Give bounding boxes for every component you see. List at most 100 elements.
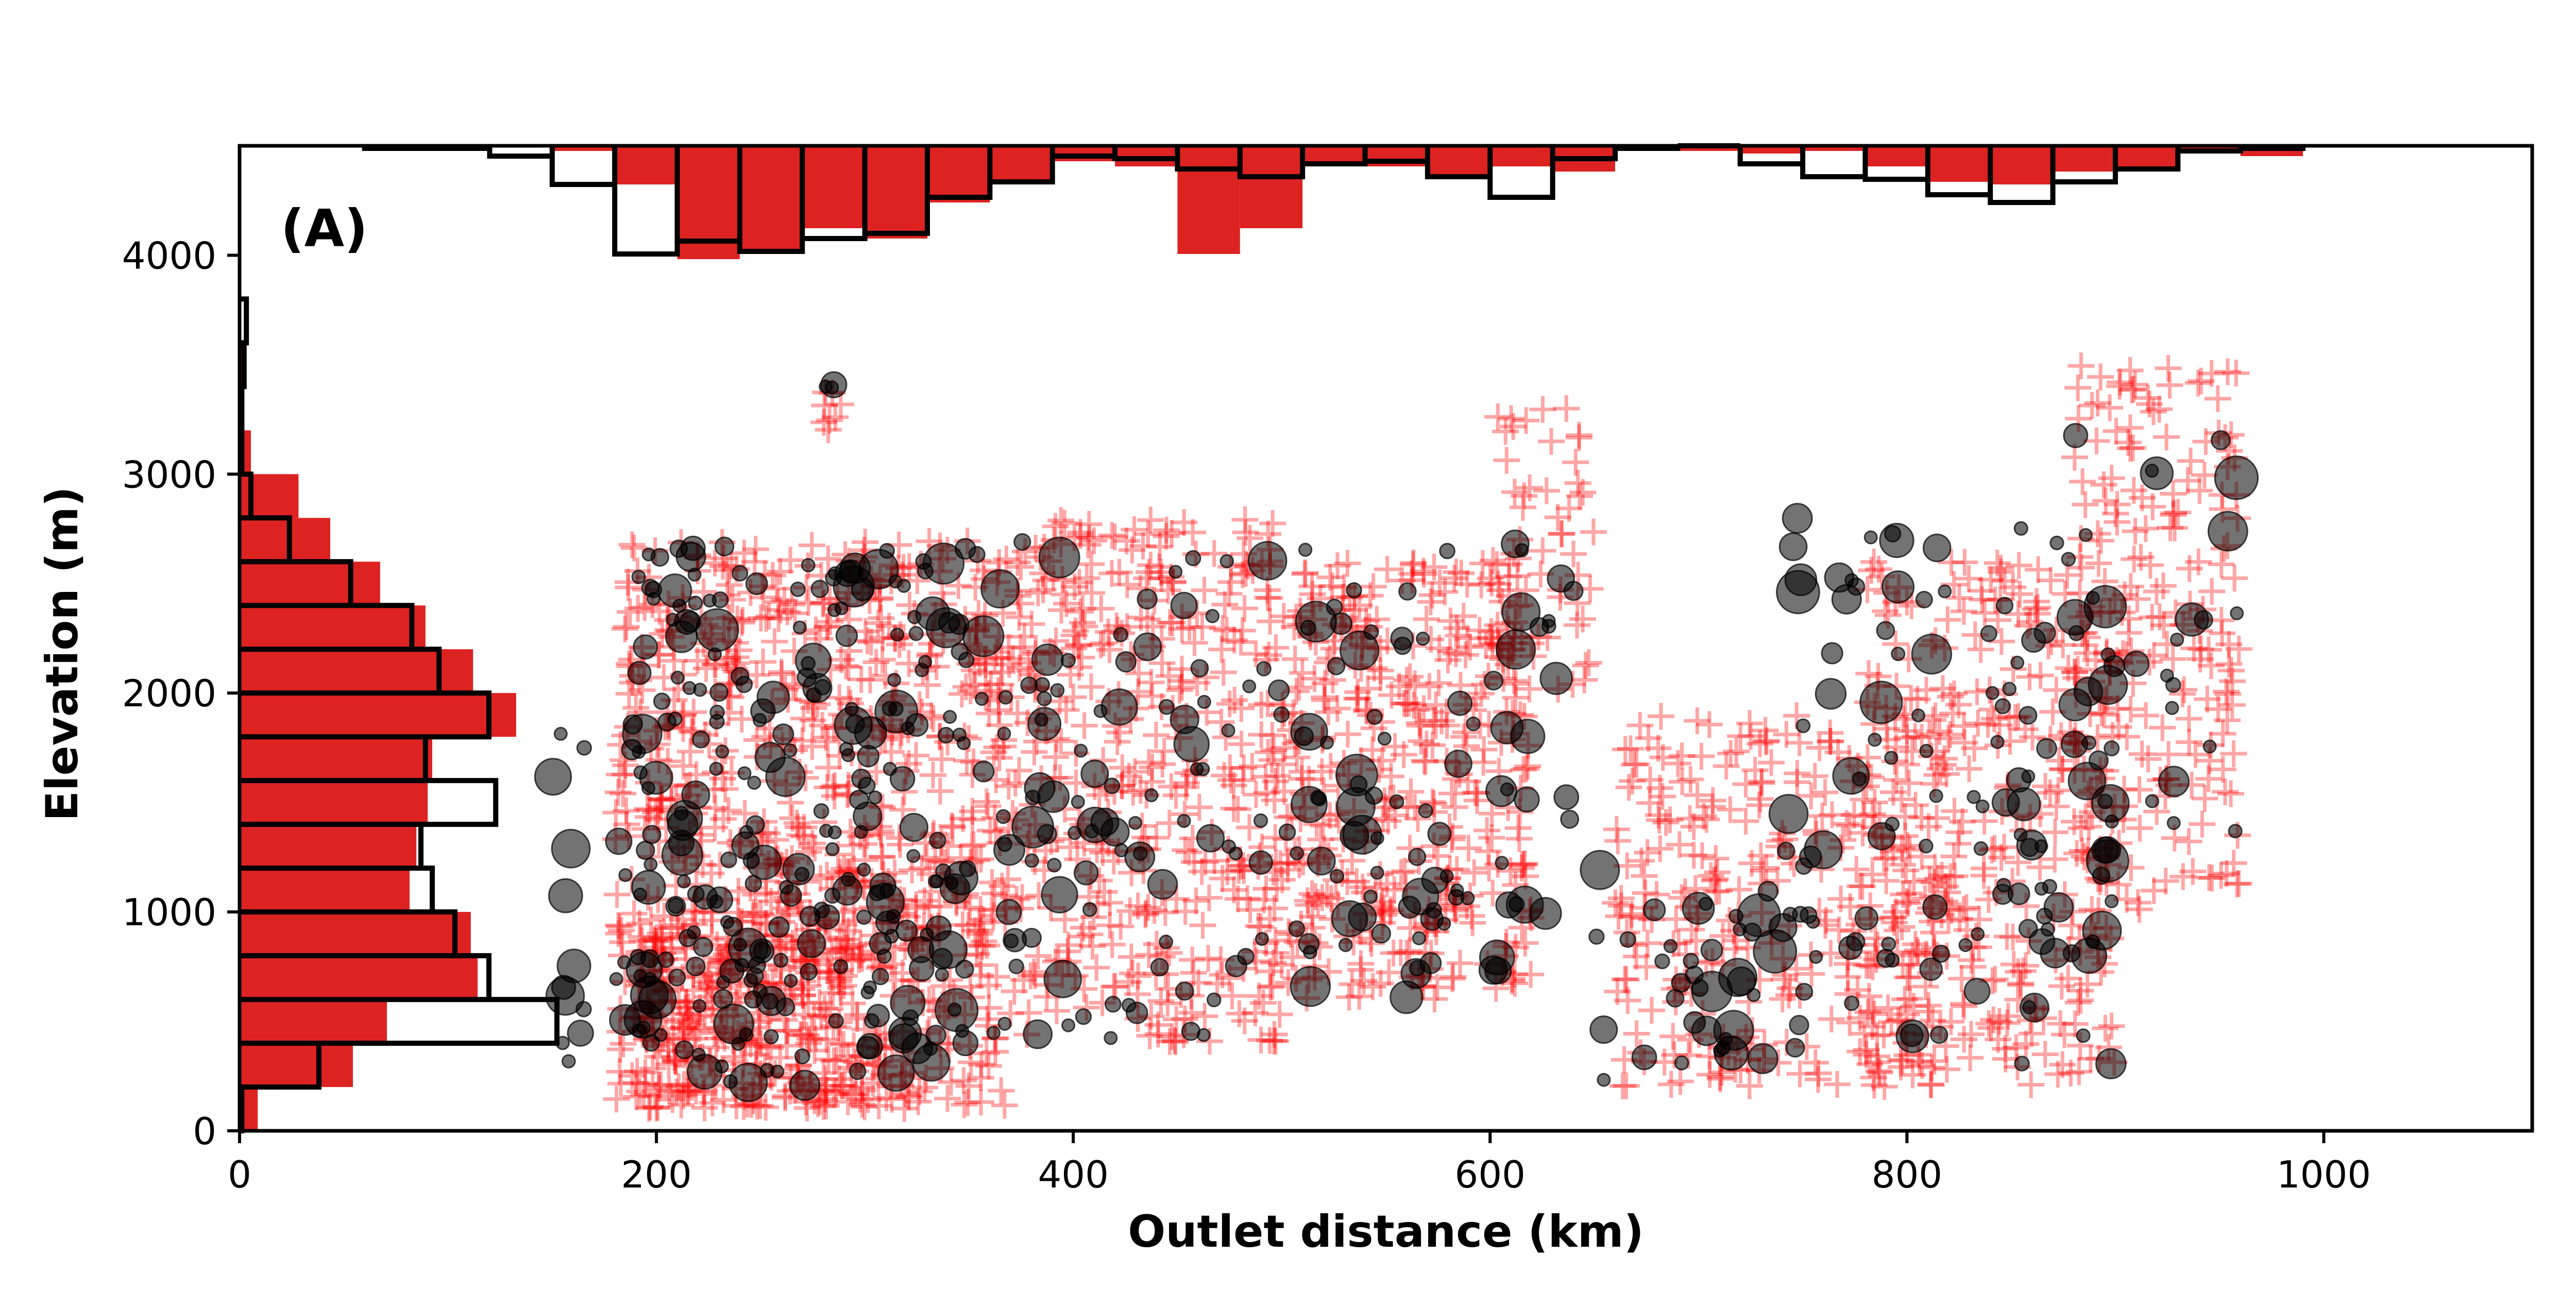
scatter-point-plus (1399, 551, 1427, 578)
scatter-point-plus (1723, 738, 1750, 765)
scatter-point-circle (2010, 655, 2025, 670)
scatter-point-circle (1071, 795, 1085, 809)
scatter-point-plus (1393, 690, 1420, 717)
scatter-point-plus (970, 906, 997, 933)
scatter-point-plus (683, 1017, 710, 1044)
x-tick-label: 400 (1038, 1153, 1108, 1196)
scatter-point-circle (1539, 661, 1573, 695)
scatter-point-plus (1633, 953, 1660, 980)
scatter-point-plus (1824, 739, 1852, 766)
scatter-point-circle (686, 1054, 723, 1090)
scatter-point-plus (1234, 885, 1261, 912)
scatter-point-circle (1196, 824, 1225, 853)
scatter-point-circle (1037, 780, 1070, 813)
scatter-point-plus (667, 1006, 694, 1033)
scatter-point-plus (1859, 1013, 1886, 1040)
scatter-point-plus (1060, 622, 1088, 649)
scatter-point-plus (731, 800, 758, 827)
scatter-point-circle (772, 723, 794, 745)
scatter-point-circle (1885, 953, 1900, 968)
scatter-point-plus (1317, 885, 1345, 912)
scatter-point-plus (1121, 758, 1148, 785)
scatter-point-plus (1168, 615, 1196, 642)
scatter-point-circle (1785, 1038, 1805, 1058)
scatter-point-circle (980, 569, 1020, 609)
scatter-point-plus (1504, 814, 1532, 842)
scatter-point-plus (1500, 413, 1527, 440)
scatter-point-plus (1230, 754, 1258, 782)
scatter-point-circle (1035, 677, 1050, 693)
scatter-point-plus (866, 586, 893, 613)
scatter-point-plus (801, 835, 828, 862)
scatter-point-plus (1623, 943, 1650, 970)
scatter-point-circle (1082, 902, 1097, 917)
scatter-point-plus (1324, 552, 1351, 580)
scatter-point-circle (1859, 681, 1903, 724)
scatter-point-circle (1008, 958, 1024, 975)
scatter-point-plus (1891, 803, 1919, 830)
scatter-point-circle (1747, 1043, 1778, 1075)
scatter-point-circle (575, 1000, 592, 1017)
scatter-point-plus (985, 697, 1012, 724)
scatter-point-plus (626, 1078, 653, 1105)
scatter-point-plus (928, 745, 955, 773)
scatter-point-plus (1859, 861, 1886, 888)
scatter-point-circle (1891, 647, 1906, 661)
scatter-point-plus (977, 671, 1005, 698)
scatter-point-plus (1736, 710, 1764, 737)
scatter-point-circle (1400, 958, 1432, 989)
scatter-point-plus (832, 934, 859, 961)
scatter-point-plus (1308, 758, 1335, 785)
scatter-point-plus (1125, 962, 1152, 990)
scatter-point-plus (1646, 774, 1673, 802)
scatter-point-plus (911, 887, 938, 914)
scatter-point-plus (1888, 786, 1916, 813)
scatter-point-plus (838, 1081, 866, 1108)
y-tick-label: 0 (193, 1110, 216, 1153)
scatter-point-plus (646, 1072, 673, 1099)
scatter-point-plus (1501, 479, 1529, 506)
scatter-point-plus (670, 1082, 697, 1109)
scatter-point-plus (1753, 854, 1780, 881)
scatter-point-plus (1158, 520, 1185, 547)
scatter-point-plus (1696, 711, 1723, 738)
scatter-point-plus (951, 1091, 978, 1118)
scatter-point-plus (1423, 974, 1451, 1001)
scatter-point-plus (1846, 873, 1874, 900)
scatter-point-circle (1219, 554, 1234, 569)
scatter-point-circle (747, 775, 761, 790)
scatter-point-plus (1069, 595, 1096, 622)
scatter-point-plus (963, 941, 990, 968)
scatter-point-circle (2086, 591, 2100, 605)
scatter-point-circle (1541, 614, 1556, 628)
scatter-point-circle (641, 547, 656, 562)
scatter-point-plus (1253, 576, 1281, 604)
scatter-point-plus (1259, 510, 1286, 537)
scatter-point-circle (2105, 894, 2119, 908)
scatter-point-circle (997, 726, 1011, 741)
scatter-point-plus (1632, 879, 1659, 907)
scatter-point-circle (1113, 627, 1128, 642)
scatter-point-plus (1181, 629, 1208, 656)
scatter-point-plus (772, 1084, 799, 1112)
scatter-point-plus (1268, 951, 1295, 978)
scatter-point-plus (1256, 905, 1283, 932)
scatter-point-plus (939, 814, 967, 841)
scatter-point-circle (667, 897, 684, 914)
scatter-point-plus (827, 980, 855, 1007)
scatter-point-plus (1279, 944, 1306, 971)
scatter-point-plus (1153, 517, 1180, 544)
top-hist-bar-red (927, 146, 990, 202)
y-axis-title: Elevation (m) (37, 486, 88, 821)
scatter-point-circle (1115, 651, 1137, 673)
scatter-point-circle (1737, 893, 1781, 938)
scatter-point-plus (1311, 670, 1338, 697)
scatter-point-plus (1511, 482, 1538, 510)
scatter-point-circle (1881, 937, 1896, 952)
scatter-point-plus (809, 712, 836, 739)
scatter-point-plus (1647, 703, 1674, 730)
scatter-point-plus (1397, 778, 1425, 805)
scatter-point-circle (1329, 869, 1345, 884)
scatter-point-plus (2061, 1010, 2089, 1038)
scatter-point-plus (823, 936, 850, 963)
